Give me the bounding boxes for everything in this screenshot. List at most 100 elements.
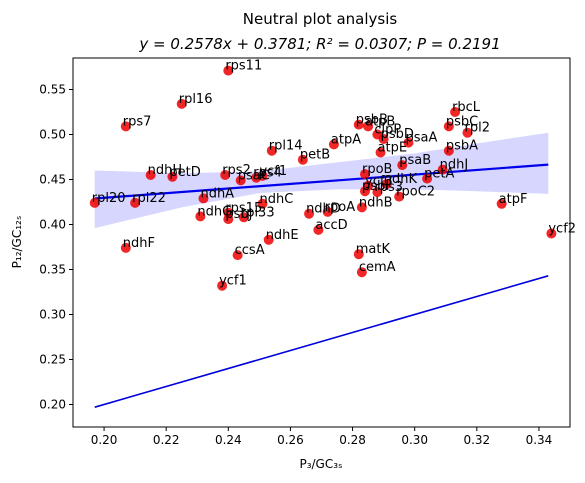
point-label: ycf2 [548,222,576,237]
point-label: rpoA [325,200,356,215]
point-label: rpoC2 [396,185,435,200]
point-label: ndhH [148,163,183,178]
data-point [130,197,141,208]
data-point [328,139,339,150]
point-label: psbI [362,179,389,194]
point-label: cemA [359,260,396,275]
y-tick-label: 0.30 [39,308,66,322]
data-point [120,242,131,253]
point-label: rps2 [222,163,251,178]
regression-line [94,163,549,200]
data-point [89,197,100,208]
point-label: rpl2 [464,121,489,136]
y-tick-label: 0.50 [39,128,66,142]
point-label: atpB [365,114,395,129]
data-point [195,211,206,222]
point-label: ndhE [266,228,299,243]
point-label: rbcL [452,100,481,115]
data-point [220,170,231,180]
y-tick-label: 0.40 [39,218,66,232]
point-label: ndhD [306,202,341,217]
x-tick-label: 0.20 [91,433,118,447]
data-point [176,98,187,109]
data-point [356,267,367,278]
point-label: ycf3 [365,174,393,189]
chart-subtitle: y = 0.2578x + 0.3781; R² = 0.0307; P = 0… [138,35,500,53]
data-point [381,179,392,189]
point-label: psbD [381,127,414,142]
point-label: ndhA [200,186,234,201]
point-label: rpl20 [92,191,126,206]
point-label: ndhK [384,172,418,187]
data-point [263,234,274,245]
data-point [422,173,433,184]
data-point [443,121,454,132]
point-label: petD [169,165,200,180]
point-label: rpl22 [132,191,166,206]
point-label: atpA [331,132,361,147]
data-point [378,134,389,144]
data-point [223,65,234,76]
point-label: atpE [378,141,408,156]
x-tick-label: 0.32 [463,433,490,447]
point-label: rps3 [374,180,403,195]
data-point [257,198,268,209]
point-label: matK [356,242,391,257]
x-axis-label: P₃/GC₃ₛ [299,457,342,471]
data-point [546,228,557,239]
point-label: rps4 [253,166,282,181]
data-point [297,154,308,165]
x-tick-label: 0.28 [339,433,366,447]
data-point [372,187,383,198]
y-tick-label: 0.20 [39,398,66,412]
point-label: rps7 [123,114,152,129]
point-label: ccsA [235,243,265,258]
reference-line [94,275,549,408]
x-tick-label: 0.22 [153,433,180,447]
data-point [120,121,131,132]
data-point [304,208,315,219]
data-point [359,186,370,197]
point-label: rpl33 [241,205,275,220]
x-tick-label: 0.34 [526,433,553,447]
point-label: rpl14 [269,139,303,154]
point-label: petA [424,167,454,182]
point-label: psbC [446,114,478,129]
point-label: ycf1 [219,274,247,289]
data-point [238,212,249,223]
point-label: ndhF [123,236,155,251]
data-point [313,224,324,235]
data-point [235,175,246,186]
point-label: psbB [356,113,388,128]
data-point [403,137,414,148]
point-label: rps15 [225,201,262,216]
data-point [257,170,268,181]
point-label: ycf1 [259,164,287,179]
point-label: accD [315,218,347,233]
y-tick-label: 0.35 [39,263,66,277]
data-point [394,191,405,202]
data-point [198,193,209,204]
y-tick-label: 0.45 [39,173,66,187]
x-tick-label: 0.26 [277,433,304,447]
data-point [167,171,178,182]
x-tick-label: 0.24 [215,433,242,447]
data-point [375,147,386,158]
point-label: atpF [499,192,528,207]
data-point [223,214,234,225]
data-point [443,145,454,156]
point-label: psaA [405,131,437,146]
data-point [496,198,507,209]
point-label: clpP [374,123,401,138]
chart-title: Neutral plot analysis [243,10,398,28]
point-label: ndhC [259,192,293,207]
data-point [217,280,228,291]
data-point [145,170,156,180]
point-label: psbA [446,139,478,154]
data-point [356,202,367,213]
data-point [363,121,374,132]
y-tick-label: 0.55 [39,83,66,97]
data-point [232,250,243,261]
